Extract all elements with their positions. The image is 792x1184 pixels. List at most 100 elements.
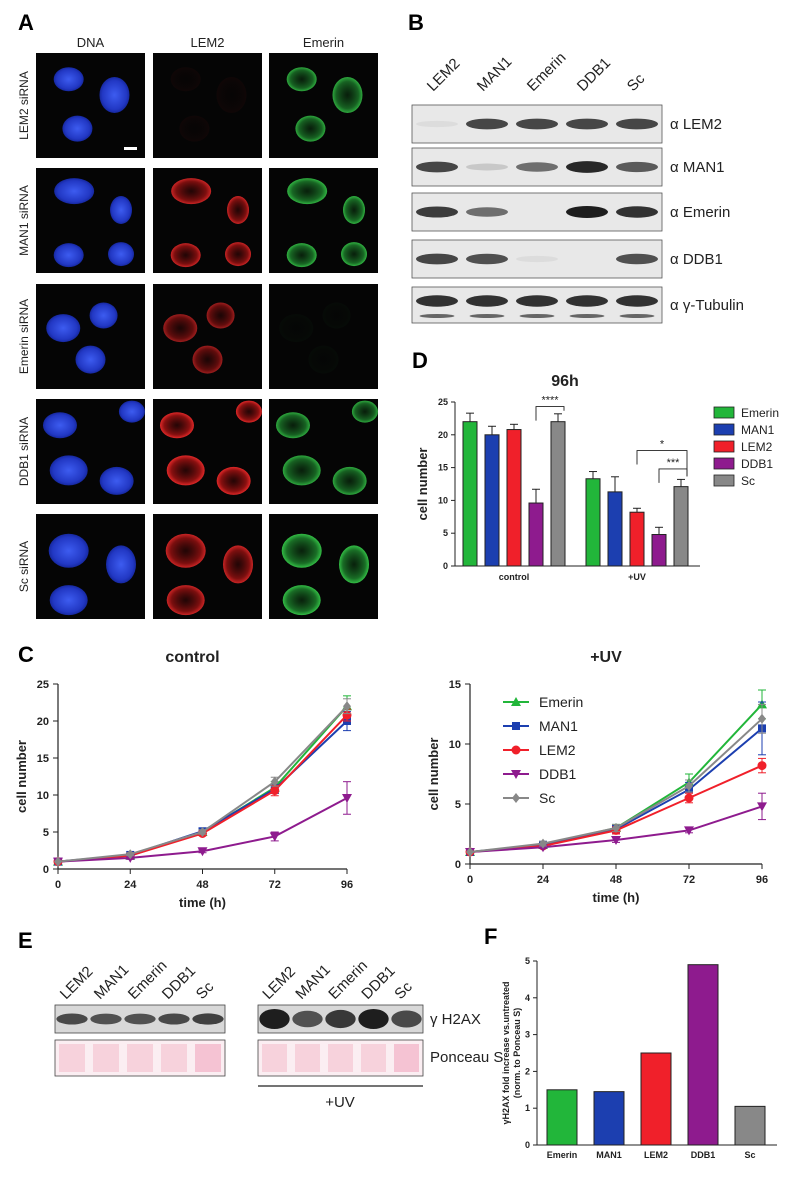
series-line-emerin (57, 705, 348, 863)
lane-label-emerin: Emerin (524, 49, 570, 95)
nucleus (170, 243, 201, 268)
y-tick-label: 15 (449, 679, 461, 691)
y-tick-label: 25 (438, 397, 448, 407)
lane-label-uv-sc: Sc (391, 978, 416, 1003)
nucleus (323, 303, 351, 329)
h2ax-label: γ H2AX (430, 1011, 481, 1028)
bar-chart-h2ax: 0 1 2 3 4 5 γH2AX fold increase vs.untreated(n… (501, 956, 777, 1160)
uv-label: +UV (325, 1094, 355, 1111)
x-tick-label: 72 (683, 874, 695, 886)
micrograph-background (153, 53, 262, 158)
band (158, 1013, 190, 1025)
band (466, 163, 508, 171)
micrograph-emerin-sirna-dna (36, 284, 145, 389)
legend-marker-man1 (512, 722, 520, 730)
legend-label-lem2: LEM2 (539, 742, 576, 758)
y-axis-label: cell number (426, 738, 441, 811)
y-tick-label: 3 (525, 1030, 530, 1040)
bar-man1-uv (607, 491, 623, 567)
micrograph-man1-sirna-dna (36, 168, 145, 273)
legend-label-man1: MAN1 (539, 718, 578, 734)
nucleus (53, 243, 84, 268)
bar-sc-uv (673, 486, 689, 567)
band (358, 1009, 389, 1029)
y-tick-label: 0 (455, 859, 461, 871)
band (391, 1010, 422, 1028)
micrograph-background (36, 53, 145, 158)
nucleus (42, 412, 77, 439)
band (90, 1013, 122, 1025)
y-tick-label: 20 (37, 716, 49, 728)
legend-swatch-lem2 (713, 440, 735, 453)
significance-stars: * (660, 439, 665, 451)
data-point-ddb1 (197, 847, 208, 857)
micrograph-ddb1-sirna-emerin (269, 399, 378, 504)
series-lem2 (53, 708, 352, 867)
nucleus (179, 115, 210, 142)
band (566, 295, 608, 307)
x-tick-label: 48 (610, 874, 622, 886)
antibody-label-man1: α MAN1 (670, 159, 725, 176)
legend-label-lem2: LEM2 (741, 440, 773, 454)
nucleus (99, 77, 130, 113)
nucleus (216, 77, 247, 113)
column-header-emerin: Emerin (303, 35, 344, 50)
band (566, 118, 608, 130)
panel-label-c: C (18, 642, 34, 667)
y-tick-label: 10 (438, 495, 448, 505)
nucleus (287, 178, 328, 205)
band (616, 206, 658, 218)
band (124, 1013, 156, 1025)
x-tick-label: 0 (55, 879, 61, 891)
bar-ddb1-control (528, 502, 544, 567)
series-line-lem2 (57, 714, 348, 863)
band (519, 314, 555, 318)
legend-marker-ddb1 (511, 770, 521, 779)
band (416, 206, 458, 218)
panel-label-e: E (18, 928, 33, 953)
legend-label-sc: Sc (539, 790, 555, 806)
y-axis-label: γH2AX fold increase vs.untreated(norm. t… (501, 981, 522, 1124)
ponceau-lane (328, 1044, 353, 1072)
data-point-lem2 (757, 761, 767, 771)
ponceau-label: Ponceau S (430, 1049, 503, 1066)
nucleus (118, 400, 145, 423)
nucleus (279, 314, 313, 342)
band (516, 295, 558, 307)
bar-lem2 (640, 1052, 672, 1146)
band (292, 1010, 323, 1028)
nucleus (166, 585, 205, 616)
y-tick-label: 15 (37, 753, 49, 765)
category-label-control: control (499, 572, 530, 582)
y-tick-label: 5 (43, 827, 49, 839)
nucleus (286, 243, 317, 268)
row-label-sc-sirna: Sc siRNA (17, 541, 31, 592)
bar-lem2-uv (629, 511, 645, 567)
nucleus (54, 178, 95, 205)
band (566, 161, 608, 173)
microscopy-panel: DNA LEM2 Emerin LEM2 siRNA MAN1 siRNA Emerin … (17, 35, 378, 619)
significance-bracket: **** (535, 395, 565, 421)
micrograph-sc-sirna-dna (36, 514, 145, 619)
ponceau-lane (262, 1044, 287, 1072)
band (516, 162, 558, 172)
x-tick-label: 48 (196, 879, 208, 891)
x-tick-label: 24 (124, 879, 137, 891)
legend-swatch-emerin (713, 406, 735, 419)
row-label-ddb1-sirna: DDB1 siRNA (17, 417, 31, 486)
category-label-sc: Sc (744, 1150, 755, 1160)
column-header-dna: DNA (77, 35, 105, 50)
western-blot-b: LEM2 MAN1 Emerin DDB1 Sc α LEM2 α MAN1 α Emerin… (411, 49, 744, 324)
micrograph-ddb1-sirna-lem2 (153, 399, 262, 504)
series-man1 (54, 710, 351, 866)
band (416, 161, 458, 173)
band (56, 1013, 88, 1025)
nucleus (309, 346, 339, 374)
scale-bar (124, 147, 137, 150)
band (616, 295, 658, 307)
micrograph-lem2-sirna-dna (36, 53, 145, 158)
nucleus (53, 67, 84, 92)
band (466, 118, 508, 130)
nucleus (351, 400, 378, 423)
lane-label-lem2: LEM2 (424, 55, 464, 95)
